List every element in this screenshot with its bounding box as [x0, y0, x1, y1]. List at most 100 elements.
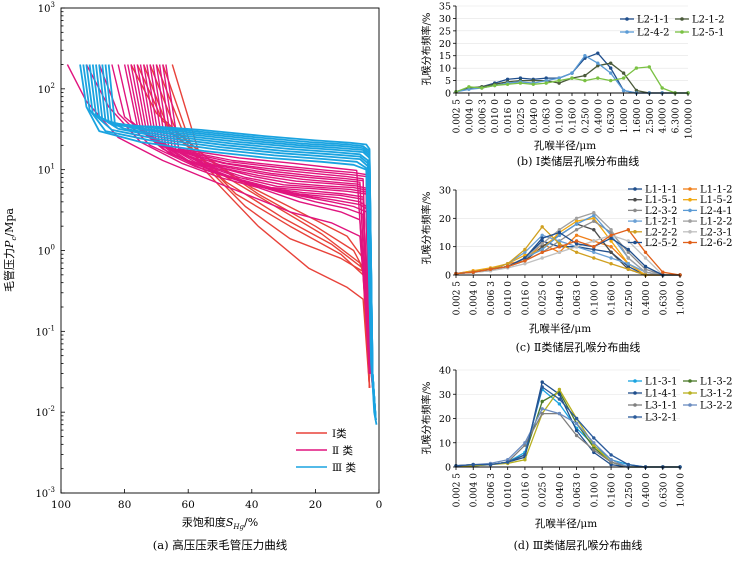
data-point-L1-1-2	[574, 233, 579, 237]
data-point-L2-5-1	[596, 76, 600, 80]
data-point-L2-1-1	[505, 77, 510, 82]
x-tick-label: 0.400 0	[642, 281, 652, 316]
capillary-curve-class-III	[107, 64, 377, 421]
data-point-L3-2-2	[574, 421, 579, 426]
x-tick-label: 0.016 0	[521, 281, 531, 316]
legend-marker-L2-5-2	[633, 240, 637, 245]
legend-label-L2-1-1: L2-1-1	[637, 15, 670, 26]
panel-a-caption: (a) 高压压汞毛管压力曲线	[153, 538, 288, 552]
y-tick-label: 10	[439, 242, 451, 253]
x-tick-label: 2.500 0	[646, 99, 656, 134]
data-point-L2-4-1	[574, 222, 579, 226]
capillary-curve-class-II	[155, 64, 371, 374]
data-point-L2-5-1	[634, 66, 639, 70]
legend-label-L3-1-1: L3-1-1	[645, 401, 678, 412]
data-point-L2-1-1	[518, 76, 523, 80]
legend-label-L2-1-2: L2-1-2	[692, 15, 725, 26]
data-point-L2-4-2	[557, 76, 561, 80]
x-tick-label: 1.000 0	[620, 99, 630, 134]
x-tick-label: 0.040 0	[530, 99, 540, 134]
data-point-L2-1-2	[621, 71, 626, 75]
capillary-curve-class-II	[146, 64, 371, 374]
series-line-L2-6-2	[455, 229, 681, 276]
capillary-curve-class-II	[143, 64, 371, 374]
y-tick-label: 20	[439, 214, 451, 225]
x-tick-label: 0.025 0	[539, 281, 549, 316]
x-tick-label: 0.630 0	[607, 99, 617, 134]
data-point-L2-6-2	[523, 259, 527, 263]
y-tick-label: 0	[445, 463, 451, 474]
capillary-curve-class-II	[165, 64, 371, 374]
x-tick-label: 0.630 0	[659, 473, 669, 508]
data-point-L1-4-1	[557, 392, 562, 396]
legend-marker-L1-3-1	[633, 379, 637, 383]
legend-label-L3-2-2: L3-2-2	[700, 401, 733, 412]
legend-marker-L2-4-2	[625, 30, 629, 34]
data-point-L1-5-1	[609, 250, 613, 254]
y-tick-label: 0	[445, 89, 451, 100]
legend-marker-L2-4-1	[688, 208, 692, 213]
panel-a-legend: Ⅰ类 Ⅱ 类 Ⅲ 类	[296, 427, 356, 474]
data-point-L2-6-2	[661, 270, 665, 274]
data-point-L1-2-2	[574, 216, 579, 220]
data-point-L2-4-2	[609, 71, 613, 75]
x-tick-label: 80	[118, 499, 131, 511]
data-point-L3-2-2	[506, 458, 510, 462]
data-point-L2-5-2	[626, 247, 630, 252]
panel-d-caption: (d) Ⅲ类储层孔喉分布曲线	[514, 538, 643, 552]
legend-label-L2-2-2: L2-2-2	[645, 227, 678, 238]
data-point-L2-6-2	[471, 270, 475, 274]
panel-a: 100 80 60 40 20 0 10-3 10-2 10-1 100 101 102 103 汞饱…	[2, 1, 382, 552]
x-tick-label: 0.040 0	[556, 281, 566, 316]
data-point-L2-1-1	[544, 76, 548, 80]
data-point-L2-2-2	[574, 250, 579, 254]
legend-label-class-III: Ⅲ 类	[332, 461, 356, 474]
data-point-L2-4-2	[621, 88, 626, 93]
x-tick-label: 0.400 0	[642, 473, 652, 508]
y-tick-label: 10	[439, 64, 451, 75]
series-line-L1-5-2	[455, 217, 680, 276]
data-point-L2-4-2	[596, 61, 600, 65]
panel-c: 0 10 20 30 0.002 5 0.004 0 0.006 3 0.010 0 0.016…	[420, 185, 733, 355]
x-tick-label: 0.016 0	[521, 473, 531, 508]
legend-label-L1-4-1: L1-4-1	[645, 389, 678, 400]
x-tick-label: 0.025 0	[539, 473, 549, 508]
data-point-L2-6-2	[626, 228, 630, 232]
legend-marker-L3-2-2	[688, 403, 692, 407]
x-tick-label: 0.002 5	[453, 281, 463, 316]
capillary-curve-class-I	[143, 64, 371, 388]
panel-b-y-label: 孔喉分布频率/%	[420, 13, 433, 86]
panel-b-x-label: 孔喉半径/μm	[534, 139, 596, 152]
legend-label-L3-2-1: L3-2-1	[645, 413, 678, 424]
panel-b-lines	[454, 51, 690, 95]
x-tick-label: 0.063 0	[573, 473, 583, 508]
data-point-L3-2-1	[626, 462, 630, 467]
legend-label-L1-3-2: L1-3-2	[700, 377, 733, 388]
legend-label-L1-2-2: L1-2-2	[700, 217, 733, 228]
data-point-L1-1-1	[626, 264, 630, 269]
data-point-L2-5-2	[523, 256, 527, 260]
data-point-L3-2-1	[592, 436, 596, 440]
data-point-L3-2-1	[557, 397, 562, 401]
data-point-L1-2-2	[609, 228, 613, 232]
data-point-L2-3-1	[540, 256, 544, 260]
data-point-L2-5-1	[480, 86, 484, 90]
data-point-L2-6-2	[643, 250, 648, 254]
panel-a-x-label: 汞饱和度SHg/%	[182, 515, 258, 531]
legend-marker-L1-1-2	[688, 187, 692, 191]
panel-a-x-ticks: 100 80 60 40 20 0	[51, 489, 382, 511]
x-tick-label: 0.006 3	[487, 281, 497, 316]
data-point-L2-5-2	[643, 264, 648, 269]
data-point-L2-5-1	[647, 65, 651, 69]
data-point-L1-2-1	[557, 239, 562, 243]
x-tick-label: 0.400 0	[594, 99, 604, 134]
legend-label-L3-1-2: L3-1-2	[700, 389, 733, 400]
panel-a-y-label: 毛管压力Pc/Mpa	[2, 208, 18, 292]
data-point-L2-5-1	[621, 76, 626, 80]
data-point-L2-4-2	[467, 87, 471, 92]
data-point-L1-5-2	[609, 239, 613, 243]
legend-marker-L2-3-2	[633, 208, 637, 213]
data-point-L2-4-2	[583, 54, 587, 58]
legend-label-class-I: Ⅰ类	[332, 427, 347, 440]
data-point-L2-2-2	[626, 267, 630, 271]
